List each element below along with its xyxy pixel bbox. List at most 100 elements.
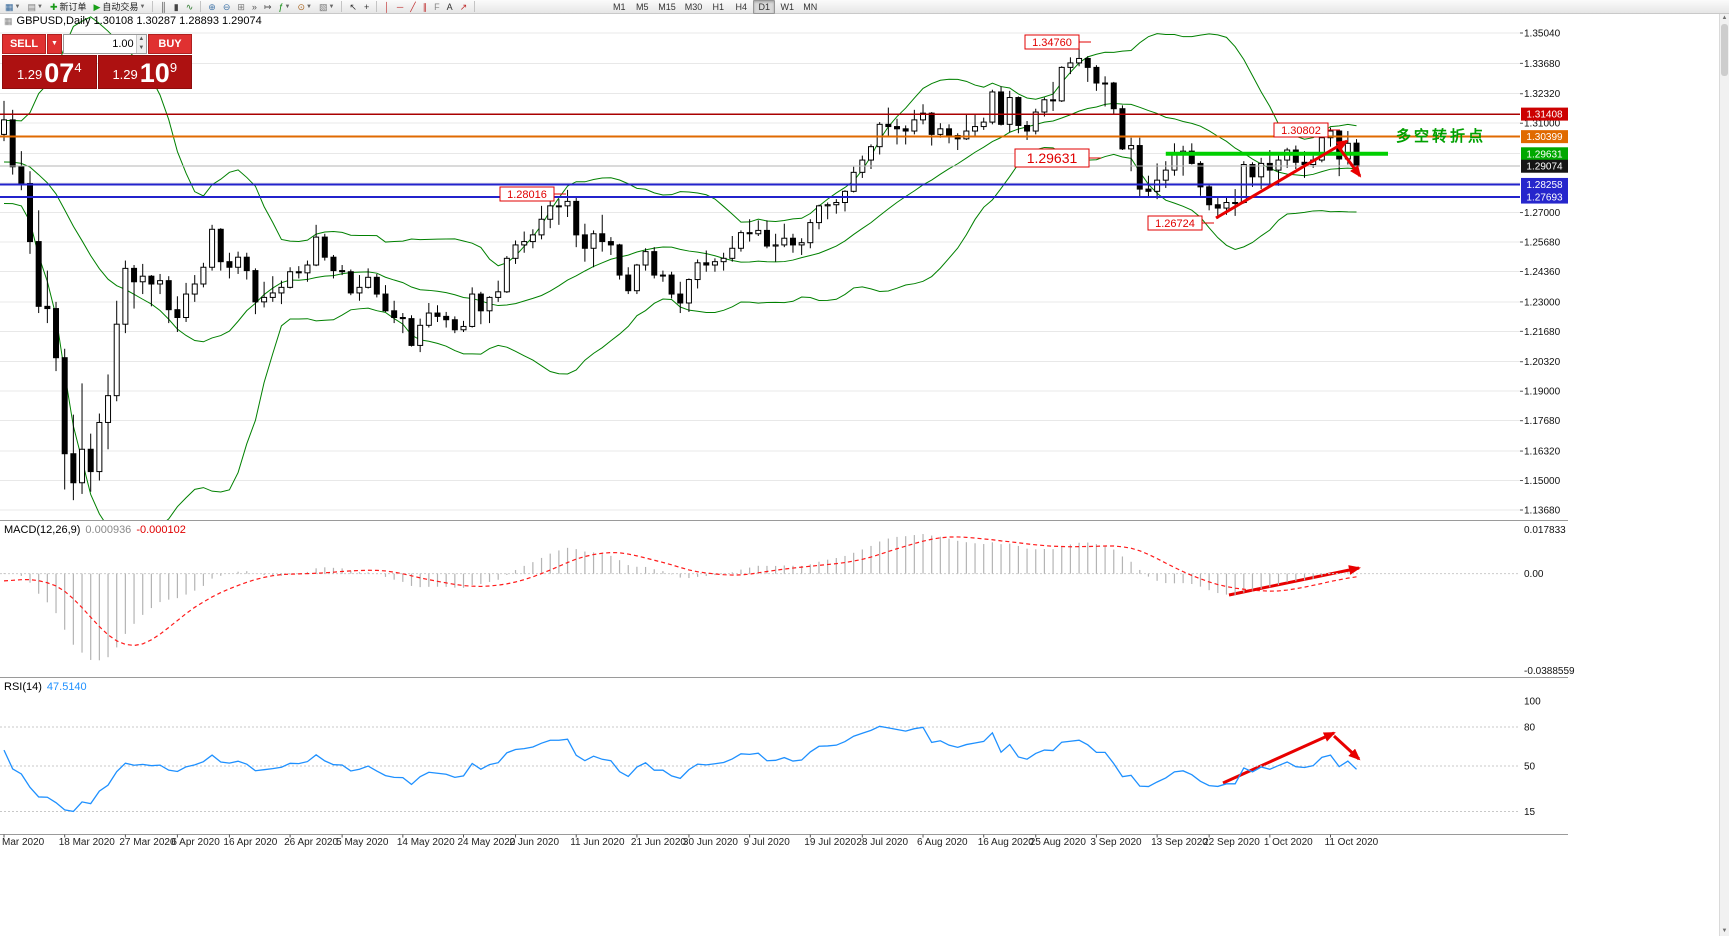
crosshair-button[interactable]: +	[361, 0, 372, 14]
timeframe-H1-button[interactable]: H1	[712, 1, 725, 12]
turning-point-note[interactable]: 多空转折点	[1396, 127, 1486, 145]
svg-text:1.30399: 1.30399	[1526, 132, 1563, 143]
profiles-icon: ▤	[27, 1, 36, 12]
periods-icon: ⊙	[297, 1, 305, 12]
auto-trading-caret-icon[interactable]: ▼	[139, 3, 146, 10]
auto-trading-icon: ▶	[93, 1, 101, 12]
scroll-up-icon[interactable]: ▲	[1721, 15, 1728, 21]
indicators-caret-icon[interactable]: ▼	[284, 3, 291, 10]
chart-title-text: GBPUSD,Daily 1.30108 1.30287 1.28893 1.2…	[16, 15, 262, 27]
svg-text:1.31000: 1.31000	[1524, 119, 1561, 130]
svg-text:6 Aug 2020: 6 Aug 2020	[917, 837, 968, 848]
svg-text:1.28258: 1.28258	[1526, 180, 1563, 191]
macd-main-value: 0.000936	[85, 524, 132, 536]
zoom-in-button[interactable]: ⊕	[205, 0, 219, 14]
scrollbar-thumb[interactable]	[1721, 24, 1728, 76]
buy-button[interactable]: BUY	[148, 34, 192, 54]
toolbar-separator	[474, 1, 476, 12]
swing-label-1.26724[interactable]: 1.26724	[1147, 215, 1214, 231]
svg-text:1.24360: 1.24360	[1524, 267, 1561, 278]
fibonacci-button[interactable]: F	[431, 0, 443, 14]
svg-text:30 Jun 2020: 30 Jun 2020	[683, 837, 738, 848]
svg-text:1 Oct 2020: 1 Oct 2020	[1264, 837, 1313, 848]
timeframe-W1-button[interactable]: W1	[780, 1, 795, 12]
candle-chart-button[interactable]: ▮	[171, 0, 182, 14]
bid-prefix: 1.29	[16, 67, 43, 82]
new-chart-button[interactable]: ▦ ▼	[2, 0, 23, 14]
volume-spinner[interactable]: ▲ ▼	[135, 35, 146, 53]
rsi-value: 47.5140	[46, 681, 87, 693]
toolbar-buttons: ▦ ▼ ▤ ▼ ✚ 新订单 ▶ 自动交易 ▼ ║ ▮ ∿ ⊕ ⊖ ⊞» ↦ ƒ ▼ ⊙ ▼ ▧ ▼ ↖ + │ ─ ╱ ∥ F A ↗	[2, 0, 478, 14]
trend-arrow-5[interactable]	[1332, 734, 1361, 761]
bar-chart-button[interactable]: ║	[157, 0, 169, 14]
timeframe-H4-button[interactable]: H4	[735, 1, 748, 12]
svg-text:28 Jul 2020: 28 Jul 2020	[856, 837, 908, 848]
arrows-tool-button[interactable]: ↗	[457, 0, 471, 14]
scroll-down-icon[interactable]: ▼	[1721, 928, 1728, 934]
new-chart-caret-icon[interactable]: ▼	[14, 3, 21, 10]
new-order-button[interactable]: ✚ 新订单	[47, 0, 90, 14]
trendline-icon: ╱	[410, 1, 416, 12]
horizontal-line-button[interactable]: ─	[394, 0, 406, 14]
tile-windows-button[interactable]: ⊞	[234, 0, 248, 14]
timeframe-D1-button[interactable]: D1	[753, 0, 776, 14]
trend-arrow-3[interactable]	[1228, 565, 1361, 597]
bid-pips: 07	[44, 58, 75, 88]
spin-up-icon[interactable]: ▲	[136, 35, 146, 44]
sell-button[interactable]: SELL	[2, 34, 46, 54]
toolbar-separator	[152, 1, 154, 12]
timeframe-M1-button[interactable]: M1	[612, 1, 626, 12]
svg-text:1.34760: 1.34760	[1032, 37, 1072, 49]
swing-label-1.30802[interactable]: 1.30802	[1273, 122, 1340, 138]
svg-text:1.25680: 1.25680	[1524, 238, 1561, 249]
order-options-caret-icon[interactable]: ▼	[47, 34, 62, 54]
timeframe-MN-button[interactable]: MN	[803, 1, 818, 12]
zoom-out-button[interactable]: ⊖	[220, 0, 234, 14]
templates-caret-icon[interactable]: ▼	[328, 3, 335, 10]
timeframe-M5-button[interactable]: M5	[635, 1, 649, 12]
indicators-button[interactable]: ƒ ▼	[275, 0, 293, 14]
auto-scroll-button[interactable]: »	[249, 0, 260, 14]
timeframe-M30-button[interactable]: M30	[684, 1, 703, 12]
profiles-button[interactable]: ▤ ▼	[24, 0, 45, 14]
trend-arrow-1[interactable]	[1215, 139, 1349, 220]
svg-text:1.16320: 1.16320	[1524, 447, 1561, 458]
rsi-label: RSI(14) 47.5140	[4, 681, 87, 693]
spin-down-icon[interactable]: ▼	[136, 44, 146, 53]
rsi-name: RSI(14)	[4, 681, 42, 693]
swing-label-1.29631[interactable]: 1.29631	[1014, 148, 1101, 168]
ask-prefix: 1.29	[112, 67, 138, 82]
auto-trading-button[interactable]: ▶ 自动交易 ▼	[91, 0, 149, 14]
svg-text:1.33680: 1.33680	[1524, 59, 1561, 70]
svg-text:80: 80	[1524, 723, 1536, 734]
trend-arrow-4[interactable]	[1222, 731, 1336, 785]
profiles-caret-icon[interactable]: ▼	[36, 3, 43, 10]
vertical-scrollbar[interactable]: ▲ ▼	[1719, 14, 1729, 936]
line-chart-button[interactable]: ∿	[183, 0, 197, 14]
volume-input[interactable]	[64, 35, 136, 53]
trendline-button[interactable]: ╱	[407, 0, 418, 14]
swing-label-1.28016[interactable]: 1.28016	[499, 186, 566, 202]
text-label-icon: A	[446, 1, 453, 12]
price-badge-1.27693	[1521, 190, 1568, 204]
cursor-button[interactable]: ↖	[346, 0, 360, 14]
ask-price-box[interactable]: 1.29 10 9	[97, 55, 192, 89]
templates-button[interactable]: ▧ ▼	[316, 0, 337, 14]
macd-name: MACD(12,26,9)	[4, 524, 81, 536]
periods-caret-icon[interactable]: ▼	[306, 3, 312, 10]
bid-price-box[interactable]: 1.29 07 4	[2, 55, 97, 89]
svg-text:1.30802: 1.30802	[1281, 125, 1321, 137]
svg-text:15: 15	[1524, 807, 1536, 818]
timeframe-M15-button[interactable]: M15	[658, 1, 676, 12]
swing-label-1.34760[interactable]: 1.34760	[1024, 34, 1091, 50]
equidistant-channel-button[interactable]: ∥	[420, 0, 431, 14]
svg-text:14 May 2020: 14 May 2020	[397, 837, 455, 848]
vertical-line-button[interactable]: │	[381, 0, 393, 14]
svg-text:1.29631: 1.29631	[1027, 150, 1078, 166]
trend-arrow-2[interactable]	[1335, 144, 1362, 178]
text-label-button[interactable]: A	[444, 0, 456, 14]
chart-shift-button[interactable]: ↦	[261, 0, 275, 14]
periods-button[interactable]: ⊙ ▼	[294, 0, 315, 14]
